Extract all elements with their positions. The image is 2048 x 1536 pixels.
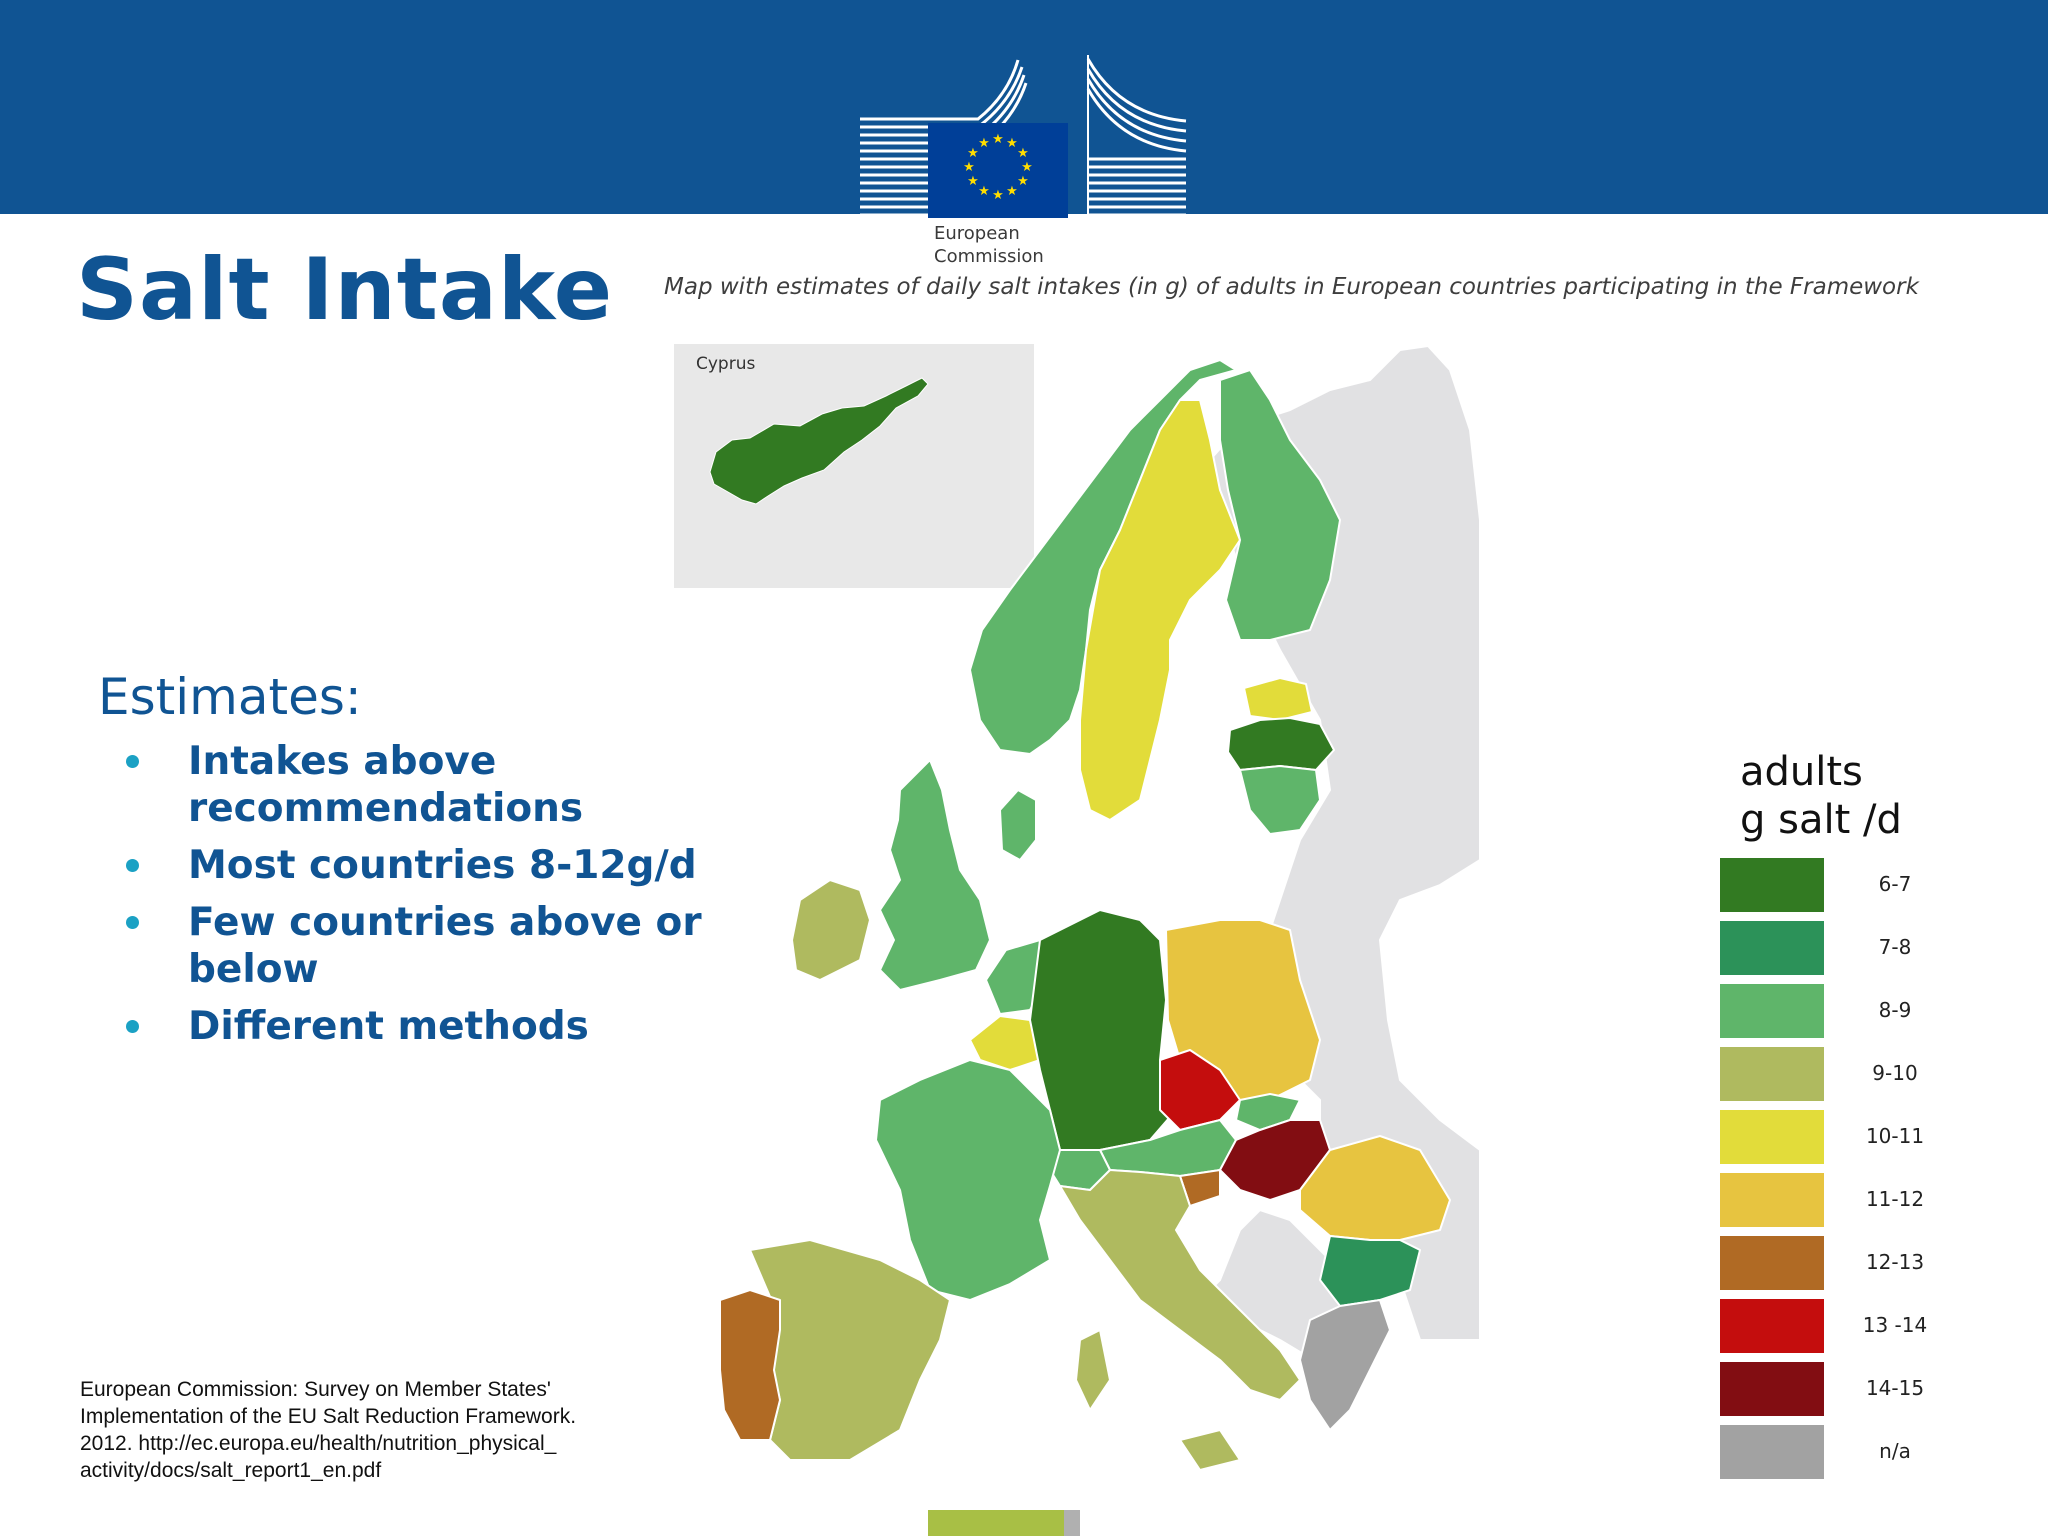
bullet-text-line1: Different methods <box>188 1004 589 1049</box>
inset-label: Cyprus <box>696 354 756 374</box>
svg-text:★: ★ <box>1006 184 1018 199</box>
source-line3: 2012. http://ec.europa.eu/health/nutriti… <box>80 1432 557 1455</box>
source-citation: European Commission: Survey on Member St… <box>80 1376 660 1484</box>
svg-text:★: ★ <box>963 160 975 175</box>
legend-swatch <box>1720 1047 1824 1101</box>
footer-tab <box>928 1510 1080 1536</box>
bullet-dot-icon <box>126 916 139 929</box>
bullet-item: Most countries 8-12g/d <box>120 842 760 889</box>
source-line4: activity/docs/salt_report1_en.pdf <box>80 1459 382 1482</box>
legend-swatch <box>1720 921 1824 975</box>
legend-swatch <box>1720 984 1824 1038</box>
logo-text: European Commission <box>934 222 1044 268</box>
svg-text:★: ★ <box>967 146 979 161</box>
logo-text-line1: European <box>934 223 1020 244</box>
legend-item: 6-7 <box>1720 858 1960 912</box>
legend-title: adults g salt /d <box>1740 748 1902 844</box>
legend-swatch <box>1720 1236 1824 1290</box>
svg-text:★: ★ <box>992 132 1004 147</box>
legend-label: 7-8 <box>1878 935 1912 959</box>
legend-title-line1: adults <box>1740 749 1863 795</box>
region-lithuania <box>1239 765 1321 835</box>
bullet-dot-icon <box>126 755 139 768</box>
legend-label: n/a <box>1879 1439 1911 1463</box>
bullet-text-line1: Most countries 8-12g/d <box>188 843 697 888</box>
legend-item: 10-11 <box>1720 1110 1960 1164</box>
legend-swatch <box>1720 1173 1824 1227</box>
legend-label: 8-9 <box>1878 998 1912 1022</box>
legend-item: 13 -14 <box>1720 1299 1960 1353</box>
estimates-heading: Estimates: <box>98 668 362 726</box>
legend-item: n/a <box>1720 1425 1960 1479</box>
legend-swatch <box>1720 858 1824 912</box>
region-portugal <box>719 1289 781 1441</box>
european-commission-logo: ★ ★ ★ ★ ★ ★ ★ ★ ★ ★ ★ ★ <box>860 55 1187 270</box>
region-latvia <box>1227 717 1335 771</box>
legend-label: 6-7 <box>1878 872 1912 896</box>
region-sicily <box>1179 1429 1241 1471</box>
legend-swatch <box>1720 1110 1824 1164</box>
svg-text:★: ★ <box>967 174 979 189</box>
legend-swatch <box>1720 1299 1824 1353</box>
legend-item: 12-13 <box>1720 1236 1960 1290</box>
svg-text:★: ★ <box>1017 174 1029 189</box>
europe-map <box>719 345 1481 1471</box>
legend-swatch <box>1720 1425 1824 1479</box>
svg-text:★: ★ <box>1006 136 1018 151</box>
legend-item: 14-15 <box>1720 1362 1960 1416</box>
legend-label: 11-12 <box>1865 1187 1925 1211</box>
bullet-text-line2: below <box>188 947 319 992</box>
region-finland <box>1219 369 1341 641</box>
region-ireland <box>791 879 871 981</box>
region-uk <box>879 759 991 991</box>
region-denmark <box>999 789 1037 861</box>
svg-text:★: ★ <box>978 136 990 151</box>
region-cyprus <box>709 377 929 505</box>
legend-label: 10-11 <box>1865 1124 1925 1148</box>
region-sardinia <box>1075 1329 1111 1411</box>
legend-item: 7-8 <box>1720 921 1960 975</box>
region-greece <box>1299 1299 1391 1431</box>
region-estonia <box>1243 677 1313 721</box>
region-sweden <box>1079 399 1241 821</box>
region-czech <box>1159 1049 1241 1131</box>
legend-label: 9-10 <box>1872 1061 1918 1085</box>
bullet-text-line2: recommendations <box>188 786 584 831</box>
legend-item: 8-9 <box>1720 984 1960 1038</box>
source-line1: European Commission: Survey on Member St… <box>80 1378 551 1401</box>
region-italy <box>1059 1169 1301 1401</box>
source-line2: Implementation of the EU Salt Reduction … <box>80 1405 577 1428</box>
logo-text-line2: Commission <box>934 246 1044 267</box>
bullet-text-line1: Intakes above <box>188 739 497 784</box>
region-france <box>875 1059 1061 1301</box>
bullet-item: Different methods <box>120 1003 760 1050</box>
legend-item: 9-10 <box>1720 1047 1960 1101</box>
region-norway <box>969 359 1237 755</box>
bullet-dot-icon <box>126 859 139 872</box>
estimates-list: Intakes above recommendations Most count… <box>120 738 760 1060</box>
svg-text:★: ★ <box>978 184 990 199</box>
svg-text:★: ★ <box>1021 160 1033 175</box>
legend-label: 14-15 <box>1865 1376 1925 1400</box>
bullet-item: Intakes above recommendations <box>120 738 760 832</box>
bullet-dot-icon <box>126 1020 139 1033</box>
bullet-item: Few countries above or below <box>120 899 760 993</box>
bullet-text-line1: Few countries above or <box>188 900 702 945</box>
region-bulgaria <box>1319 1235 1421 1307</box>
slide-title: Salt Intake <box>76 240 614 340</box>
legend-swatch <box>1720 1362 1824 1416</box>
map-caption: Map with estimates of daily salt intakes… <box>664 274 1919 300</box>
legend-title-line2: g salt /d <box>1740 797 1902 843</box>
legend-label: 13 -14 <box>1862 1313 1928 1337</box>
legend-label: 12-13 <box>1865 1250 1925 1274</box>
cyprus-inset-map <box>709 377 929 505</box>
cyprus-inset: Cyprus <box>674 344 1034 588</box>
region-spain <box>749 1239 951 1461</box>
legend-item: 11-12 <box>1720 1173 1960 1227</box>
svg-text:★: ★ <box>1017 146 1029 161</box>
svg-text:★: ★ <box>992 188 1004 203</box>
